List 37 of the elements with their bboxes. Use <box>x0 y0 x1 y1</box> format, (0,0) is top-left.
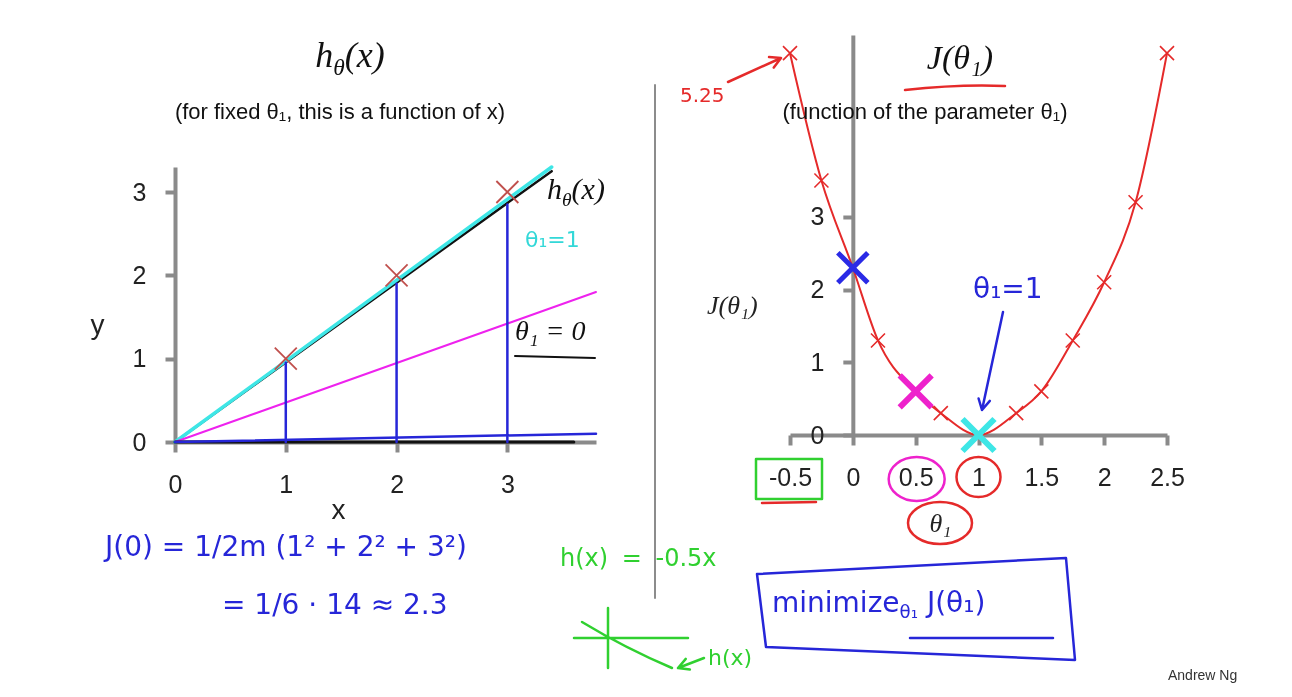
y-tick-label: 2 <box>132 260 147 289</box>
x-tick-label: 2 <box>1097 462 1112 491</box>
x-tick-label: 0 <box>168 469 183 498</box>
y-axis-title: J(θ₁) <box>707 290 758 320</box>
text: 5.25 <box>680 83 725 107</box>
text: minimize$_{θ₁}$ J(θ₁) <box>772 586 986 623</box>
chart-subtitle: (for fixed θ₁, this is a function of x) <box>174 98 506 125</box>
x-tick-label: 1 <box>279 469 294 498</box>
annotation: θ₁ = 0 <box>515 315 586 347</box>
annotation: θ₁=1 <box>525 227 580 253</box>
y-axis-title: y <box>90 308 105 340</box>
chart-title: J(θ₁) <box>926 39 994 77</box>
y-tick-label: 2 <box>810 275 825 304</box>
text: h(x) = -0.5x <box>560 544 717 572</box>
y-tick-label: 3 <box>132 177 147 206</box>
text: J(0) = 1/2m (1² + 2² + 3²) <box>105 530 467 563</box>
x-tick-label: 0 <box>846 462 861 491</box>
x-tick-label: 0.5 <box>898 462 934 491</box>
y-tick-label: 0 <box>810 420 825 449</box>
y-tick-label: 1 <box>132 344 147 373</box>
x-tick-label: 2.5 <box>1150 462 1185 491</box>
annotation: h$_{θ}$(x) <box>547 172 605 211</box>
text: = 1/6 · 14 ≈ 2.3 <box>222 588 448 621</box>
y-tick-label: 0 <box>132 427 147 456</box>
x-tick-label: 3 <box>500 469 515 498</box>
x-axis-title: θ₁ <box>929 508 952 538</box>
y-tick-label: 1 <box>810 347 825 376</box>
x-tick-label: 2 <box>390 469 405 498</box>
annotation: θ₁=1 <box>973 272 1043 305</box>
chart-title: h$_{θ}$(x) <box>315 34 385 81</box>
text: Andrew Ng <box>1168 667 1238 684</box>
x-tick-label: 1 <box>972 462 986 491</box>
y-tick-label: 3 <box>810 202 825 231</box>
text: h(x) <box>708 645 753 671</box>
x-axis-title: x <box>331 493 346 525</box>
x-tick-label: 1.5 <box>1024 462 1060 491</box>
x-tick-label: -0.5 <box>768 462 813 491</box>
